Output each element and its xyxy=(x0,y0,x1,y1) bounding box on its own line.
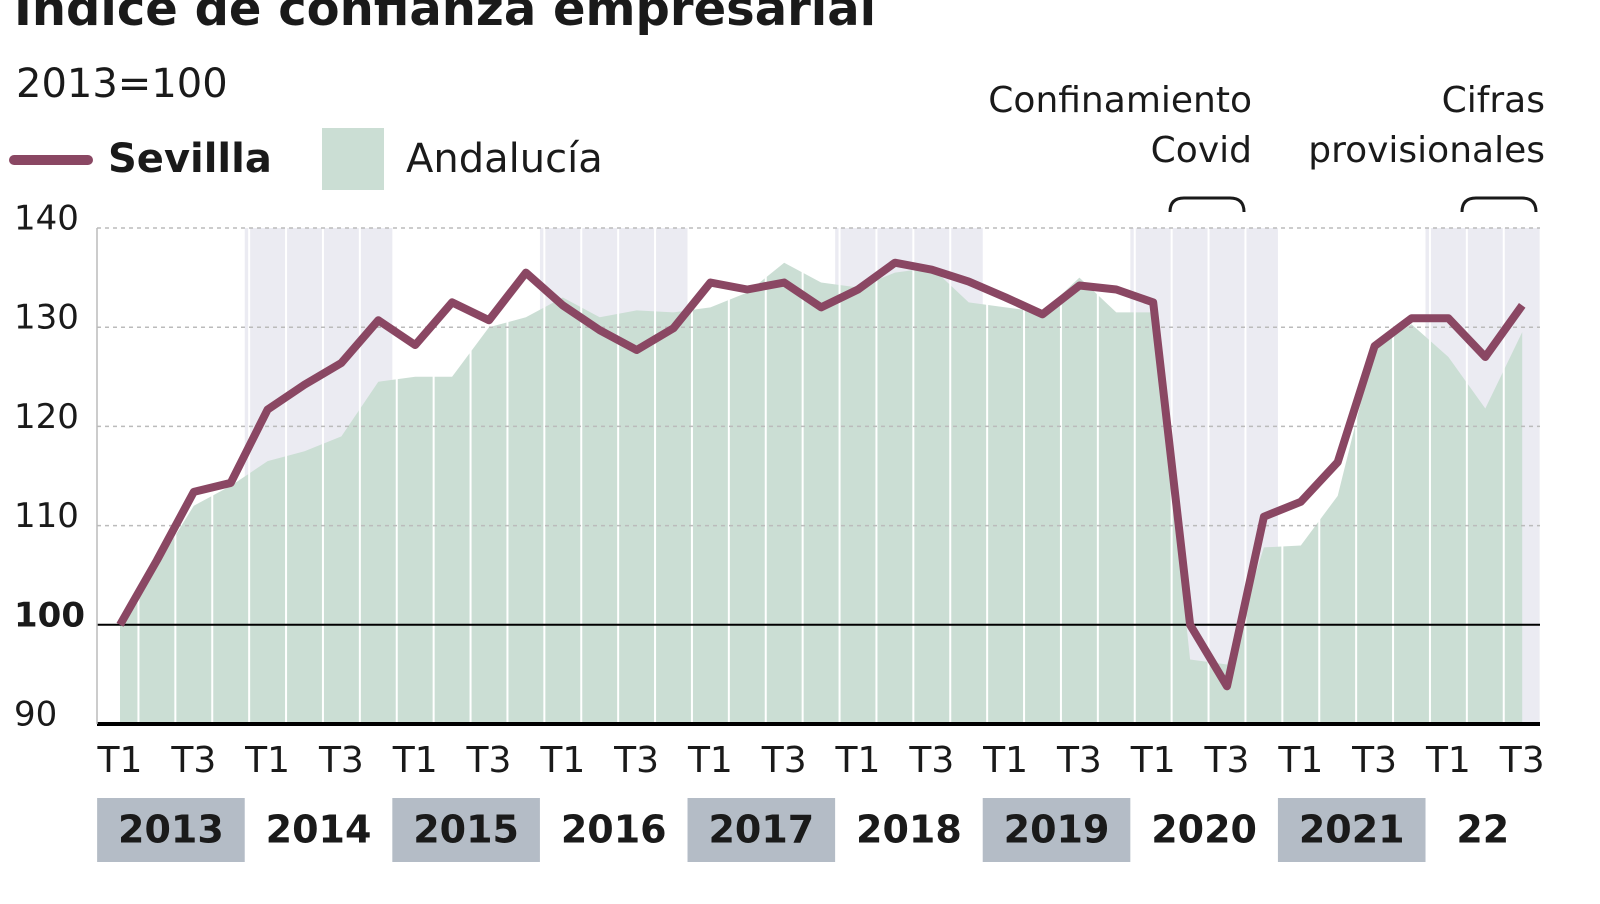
x-tick-label: T1 xyxy=(687,740,733,781)
x-tick-label: T3 xyxy=(1056,740,1102,781)
x-tick-label: T1 xyxy=(1277,740,1323,781)
year-box xyxy=(97,798,245,862)
y-tick-label: 140 xyxy=(14,199,79,239)
x-tick-label: T1 xyxy=(244,740,290,781)
x-tick-label: T3 xyxy=(170,740,216,781)
x-tick-label: T1 xyxy=(982,740,1028,781)
y-tick-label: 110 xyxy=(14,496,79,536)
y-tick-label: 100 xyxy=(14,595,85,635)
year-label: 2016 xyxy=(561,808,667,852)
x-tick-label: T1 xyxy=(97,740,143,781)
x-tick-label: T3 xyxy=(1499,740,1545,781)
annotation-box: Confinamiento Covid xyxy=(988,80,1252,171)
year-label: 2015 xyxy=(413,808,519,852)
x-tick-label: T3 xyxy=(613,740,659,781)
year-label: 2021 xyxy=(1299,808,1405,852)
x-tick-label: T3 xyxy=(908,740,954,781)
year-label: 22 xyxy=(1456,808,1509,852)
x-tick-label: T1 xyxy=(835,740,881,781)
year-label: 2017 xyxy=(708,808,814,852)
year-label: 2014 xyxy=(266,808,372,852)
annotation: Confinamiento Covid xyxy=(988,80,1252,171)
x-tick-label: T3 xyxy=(466,740,512,781)
x-tick-label: T1 xyxy=(1425,740,1471,781)
annotation-bracket xyxy=(1460,196,1538,213)
x-tick-label: T3 xyxy=(318,740,364,781)
x-tick-label: T3 xyxy=(1351,740,1397,781)
y-tick-label: 120 xyxy=(14,397,79,437)
x-tick-label: T1 xyxy=(392,740,438,781)
annotation-box: Cifras provisionales xyxy=(1308,80,1545,171)
legend-label: Sevillla xyxy=(108,136,272,182)
x-tick-label: T3 xyxy=(761,740,807,781)
year-label: 2019 xyxy=(1004,808,1110,852)
year-label: 2020 xyxy=(1151,808,1257,852)
year-label: 2018 xyxy=(856,808,962,852)
legend-swatch xyxy=(322,128,384,190)
y-tick-label: 130 xyxy=(14,298,79,338)
chart-title: Índice de confianza empresarial xyxy=(14,0,876,37)
year-box xyxy=(687,798,836,862)
legend-label: Andalucía xyxy=(406,136,603,182)
chart-subtitle: 2013=100 xyxy=(16,61,228,107)
x-tick-label: T3 xyxy=(1204,740,1250,781)
year-label: 2013 xyxy=(118,808,224,852)
year-box xyxy=(982,798,1131,862)
year-box xyxy=(392,798,540,862)
annotation: Cifras provisionales xyxy=(1308,80,1545,171)
y-tick-label: 90 xyxy=(14,695,57,735)
line xyxy=(116,258,1526,691)
year-box xyxy=(1277,798,1426,862)
x-tick-label: T1 xyxy=(1130,740,1176,781)
annotation-bracket xyxy=(1168,196,1246,213)
x-tick-label: T1 xyxy=(539,740,585,781)
